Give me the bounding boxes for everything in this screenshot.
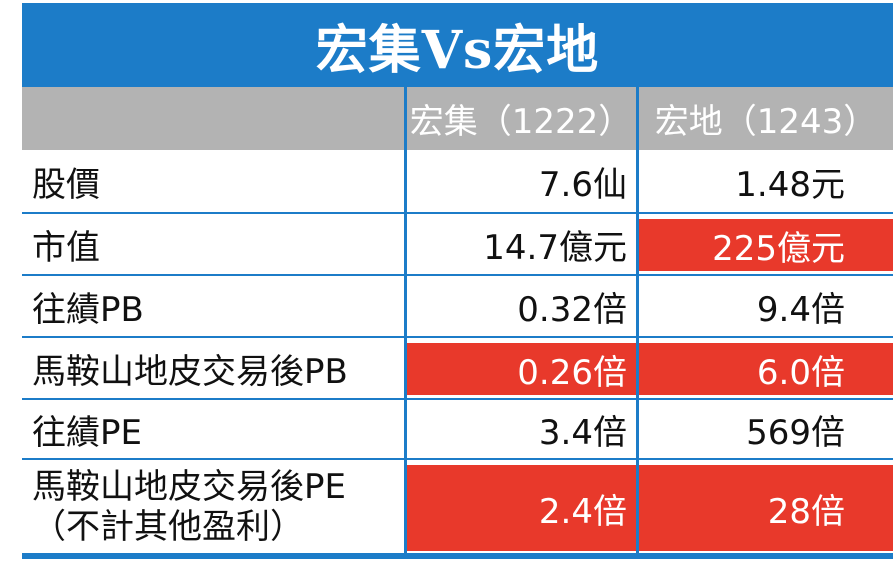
table-row: 股價 7.6仙 1.48元	[22, 150, 893, 212]
row-label: 市值	[32, 227, 100, 268]
table-row: 往績PE 3.4倍 569倍	[22, 400, 893, 458]
table-row: 馬鞍山地皮交易後PB 0.26倍 6.0倍	[22, 338, 893, 398]
row-divider	[22, 274, 893, 276]
table-header-row: 宏集（1222） 宏地（1243）	[22, 87, 893, 150]
row-value-col-1: 0.32倍	[517, 289, 627, 330]
table-title: 宏集Vs宏地	[22, 3, 893, 87]
row-value-col-2-highlighted: 6.0倍	[639, 343, 893, 395]
row-value-col-1: 7.6仙	[538, 164, 627, 205]
row-label: 馬鞍山地皮交易後PE （不計其他盈利）	[32, 460, 407, 553]
row-value-col-2: 569倍	[746, 412, 845, 453]
row-label: 往績PE	[32, 412, 142, 453]
column-divider	[404, 87, 407, 553]
row-value-col-1-highlighted: 0.26倍	[405, 343, 637, 395]
row-value-col-2: 9.4倍	[756, 289, 845, 330]
row-label-line-2: （不計其他盈利）	[32, 506, 304, 547]
row-label: 股價	[32, 164, 100, 205]
row-value-col-1: 3.4倍	[538, 412, 627, 453]
row-divider	[22, 336, 893, 338]
row-value-col-1-highlighted: 2.4倍	[405, 465, 637, 551]
row-value-col-2-highlighted: 28倍	[639, 465, 893, 551]
table-row: 市值 14.7億元 225億元	[22, 214, 893, 274]
comparison-table: 宏集Vs宏地 宏集（1222） 宏地（1243） 股價 7.6仙 1.48元 市…	[22, 3, 893, 559]
row-value-col-2: 1.48元	[735, 164, 845, 205]
row-divider	[22, 398, 893, 400]
table-row: 馬鞍山地皮交易後PE （不計其他盈利） 2.4倍 28倍	[22, 460, 893, 553]
row-label: 往績PB	[32, 289, 144, 330]
row-label: 馬鞍山地皮交易後PB	[32, 351, 348, 392]
header-col-1: 宏集（1222）	[409, 102, 633, 142]
row-divider	[22, 458, 893, 460]
row-label-line-1: 馬鞍山地皮交易後PE	[32, 466, 346, 507]
row-value-col-1: 14.7億元	[483, 227, 627, 268]
header-col-2: 宏地（1243）	[654, 102, 878, 142]
column-divider	[636, 87, 639, 553]
row-divider	[22, 212, 893, 214]
table-row: 往績PB 0.32倍 9.4倍	[22, 276, 893, 336]
row-value-col-2-highlighted: 225億元	[639, 219, 893, 271]
table-bottom-border	[22, 553, 893, 559]
